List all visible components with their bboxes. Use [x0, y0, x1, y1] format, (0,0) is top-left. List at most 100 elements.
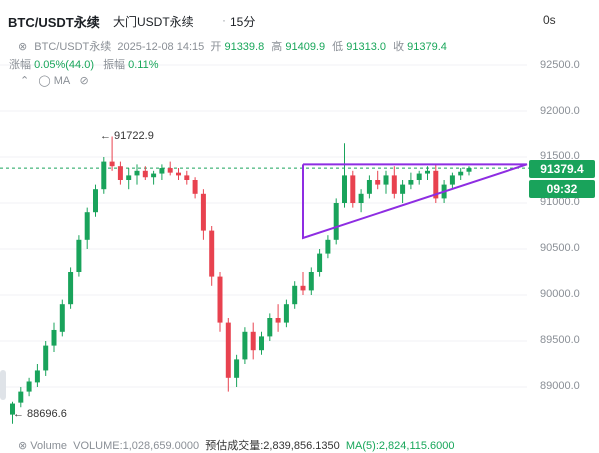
separator-dot: ·: [222, 13, 226, 27]
candle-body: [151, 173, 157, 178]
candle-body: [10, 403, 15, 415]
candle-body: [267, 318, 273, 337]
candle-body: [391, 175, 397, 194]
candle-body: [283, 304, 289, 323]
close-label: 收: [393, 41, 405, 53]
candle-body: [317, 253, 323, 272]
triangle-pattern-drawing[interactable]: [302, 163, 528, 240]
candle-body: [84, 212, 90, 240]
candle-body: [242, 331, 248, 360]
ohlc-datetime: 2025-12-08 14:15: [117, 41, 205, 53]
candle-body: [366, 180, 372, 194]
candle-body: [43, 345, 49, 371]
y-tick-label: 89500.0: [540, 334, 580, 346]
header-bar: BTC/USDT永续 大门USDT永续 · 15分 0s: [0, 0, 599, 38]
candle-body: [117, 166, 123, 180]
candle-body: [59, 304, 65, 332]
ma-indicator-label[interactable]: MA: [53, 75, 71, 87]
candle-body: [358, 193, 364, 203]
ohlc-legend: ⊗ BTC/USDT永续 2025-12-08 14:15 开 91339.8 …: [18, 38, 451, 54]
candle-body: [134, 170, 140, 176]
candle-body: [167, 168, 173, 173]
candle-body: [458, 171, 464, 176]
volume-label: Volume: [30, 440, 67, 452]
candle-body: [51, 329, 57, 346]
candle-body: [308, 272, 314, 291]
candle-body: [26, 381, 32, 392]
ohlc-symbol: BTC/USDT永续: [34, 41, 112, 53]
y-tick-label: 92500.0: [540, 59, 580, 71]
y-tick-label: 91500.0: [540, 150, 580, 162]
high-value: 91409.9: [285, 41, 326, 53]
candle-body: [217, 276, 223, 323]
candle-body: [250, 331, 256, 351]
collapse-volume-icon[interactable]: ⊗: [18, 440, 28, 452]
candle-body: [126, 175, 132, 180]
candle-body: [325, 239, 331, 254]
candle-body: [342, 175, 347, 203]
indicator-tools: ⌃ ◯ MA ⊘: [20, 74, 89, 87]
left-scrollbar[interactable]: [0, 370, 6, 400]
countdown-label: 0s: [543, 13, 556, 27]
low-value: 91313.0: [346, 41, 386, 53]
y-tick-label: 90000.0: [540, 288, 580, 300]
candle-body: [300, 285, 306, 291]
low-marker: ← 88696.6: [13, 408, 67, 420]
candle-body: [275, 318, 281, 323]
close-value: 91379.4: [407, 41, 447, 53]
change-legend: 涨幅 0.05%(44.0) 振幅 0.11%: [9, 56, 165, 72]
candle-body: [101, 161, 107, 190]
candle-body: [333, 203, 339, 240]
candle-body: [259, 336, 264, 351]
candle-body: [466, 168, 472, 172]
interval-selector[interactable]: 15分: [230, 15, 256, 29]
candle-body: [18, 391, 24, 403]
change-value: 0.05%(44.0): [34, 59, 94, 71]
open-label: 开: [210, 41, 222, 53]
candle-body: [34, 370, 40, 383]
candle-body: [400, 184, 406, 194]
y-tick-label: 91000.0: [540, 196, 580, 208]
high-marker: ← 91722.9: [100, 130, 154, 142]
candle-body: [192, 180, 198, 194]
candle-body: [225, 322, 231, 378]
candle-body: [416, 173, 422, 180]
chevron-up-icon[interactable]: ⌃: [20, 75, 30, 87]
high-label: 高: [271, 41, 283, 53]
volume-value: VOLUME:1,028,659.0000: [73, 440, 200, 452]
candle-body: [292, 285, 298, 305]
candle-body: [425, 170, 430, 174]
symbol-title[interactable]: BTC/USDT永续: [8, 15, 100, 30]
y-tick-label: 90500.0: [540, 242, 580, 254]
candle-body: [142, 170, 148, 178]
candle-body: [176, 172, 181, 176]
chat-bubble-icon[interactable]: ◯: [38, 75, 51, 87]
exchange-name: 大门USDT永续: [113, 15, 194, 29]
candle-body: [350, 175, 356, 203]
estimated-volume: 预估成交量:2,839,856.1350: [205, 440, 340, 452]
candle-body: [76, 239, 82, 272]
candle-body: [449, 175, 455, 185]
candle-body: [184, 175, 190, 180]
collapse-icon[interactable]: ⊗: [18, 41, 28, 53]
candle-body: [209, 230, 215, 277]
candle-body: [200, 193, 206, 231]
candle-body: [93, 189, 98, 213]
current-price-tag: 91379.4: [529, 160, 595, 178]
candle-body: [383, 175, 389, 185]
eye-hidden-icon[interactable]: ⊘: [79, 75, 89, 87]
candle-body: [375, 180, 381, 185]
candle-countdown-tag: 09:32: [529, 180, 595, 198]
volume-ma: MA(5):2,824,115.6000: [345, 440, 455, 452]
candle-body: [109, 161, 115, 167]
y-tick-label: 89000.0: [540, 380, 580, 392]
change-label: 涨幅: [9, 59, 31, 71]
candle-body: [433, 170, 439, 199]
candle-body: [68, 272, 74, 305]
open-value: 91339.8: [224, 41, 265, 53]
amplitude-value: 0.11%: [128, 59, 159, 71]
candle-body: [159, 168, 165, 174]
volume-legend: ⊗ Volume VOLUME:1,028,659.0000 预估成交量:2,8…: [18, 437, 455, 453]
amplitude-label: 振幅: [103, 59, 126, 71]
